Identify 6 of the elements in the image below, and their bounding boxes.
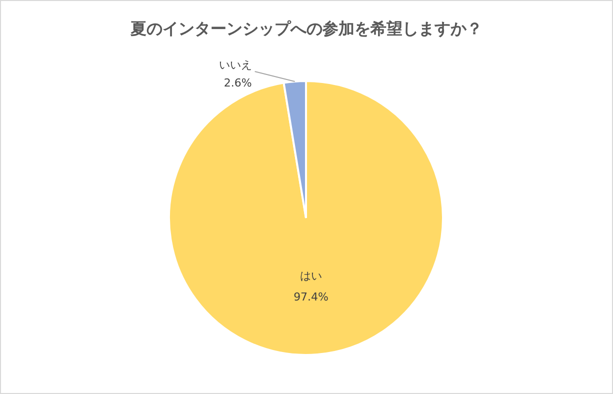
slice-label: はい	[300, 269, 322, 282]
data-label: 97.4%	[294, 290, 329, 304]
chart-title: 夏のインターンシップへの参加を希望しますか？	[130, 19, 482, 38]
slice-label: いいえ	[218, 58, 252, 72]
pie-slice	[168, 80, 444, 356]
data-label: 2.6%	[224, 76, 252, 90]
